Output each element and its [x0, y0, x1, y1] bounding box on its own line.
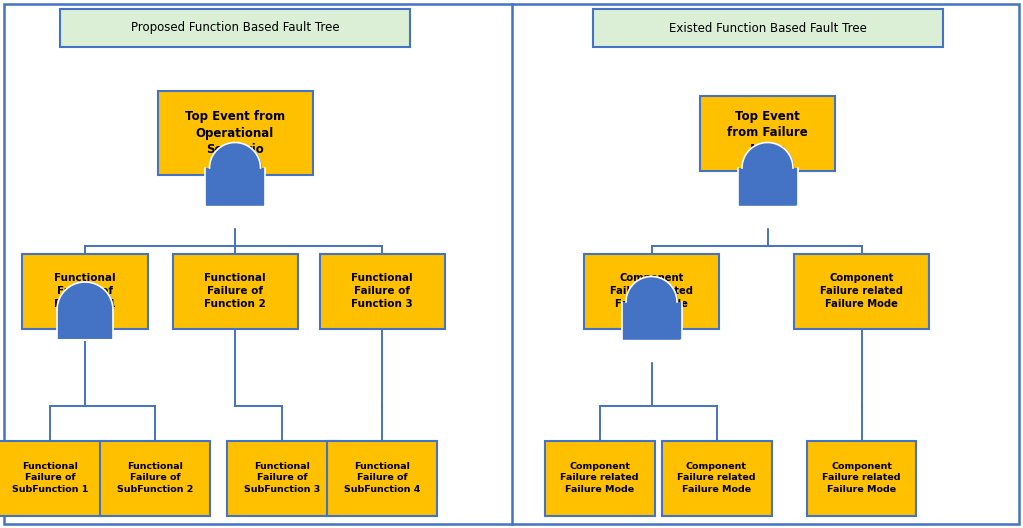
- FancyBboxPatch shape: [227, 440, 337, 515]
- Text: Functional
Failure of
SubFunction 3: Functional Failure of SubFunction 3: [243, 462, 320, 494]
- Text: Component
Failure related
Failure Mode: Component Failure related Failure Mode: [610, 273, 693, 309]
- Text: Existed Function Based Fault Tree: Existed Function Based Fault Tree: [669, 22, 866, 34]
- FancyBboxPatch shape: [23, 253, 147, 328]
- FancyBboxPatch shape: [4, 4, 1019, 524]
- FancyBboxPatch shape: [700, 96, 835, 171]
- Text: Proposed Function Based Fault Tree: Proposed Function Based Fault Tree: [131, 22, 340, 34]
- FancyBboxPatch shape: [158, 90, 312, 175]
- FancyBboxPatch shape: [60, 9, 410, 47]
- FancyBboxPatch shape: [544, 440, 655, 515]
- Text: Functional
Failure of
SubFunction 2: Functional Failure of SubFunction 2: [117, 462, 193, 494]
- FancyBboxPatch shape: [0, 440, 105, 515]
- FancyBboxPatch shape: [662, 440, 771, 515]
- FancyBboxPatch shape: [584, 253, 719, 328]
- FancyBboxPatch shape: [205, 168, 265, 206]
- Text: Functional
Failure of
Function 3: Functional Failure of Function 3: [351, 273, 413, 309]
- Text: Top Event
from Failure
Mode: Top Event from Failure Mode: [727, 110, 808, 156]
- Text: Top Event from
Operational
Scenario: Top Event from Operational Scenario: [185, 110, 285, 156]
- Text: Component
Failure related
Failure Mode: Component Failure related Failure Mode: [677, 462, 756, 494]
- Text: Component
Failure related
Failure Mode: Component Failure related Failure Mode: [561, 462, 638, 494]
- Text: Functional
Failure of
Function 2: Functional Failure of Function 2: [205, 273, 266, 309]
- Text: Component
Failure related
Failure Mode: Component Failure related Failure Mode: [822, 462, 900, 494]
- Text: Component
Failure related
Failure Mode: Component Failure related Failure Mode: [820, 273, 903, 309]
- FancyBboxPatch shape: [57, 310, 113, 340]
- FancyBboxPatch shape: [327, 440, 437, 515]
- FancyBboxPatch shape: [100, 440, 210, 515]
- Text: Functional
Failure of
SubFunction 1: Functional Failure of SubFunction 1: [12, 462, 88, 494]
- FancyBboxPatch shape: [738, 168, 798, 206]
- FancyBboxPatch shape: [806, 440, 917, 515]
- FancyBboxPatch shape: [173, 253, 298, 328]
- FancyBboxPatch shape: [794, 253, 929, 328]
- FancyBboxPatch shape: [592, 9, 942, 47]
- FancyBboxPatch shape: [319, 253, 445, 328]
- Text: Functional
Failure of
Function 1: Functional Failure of Function 1: [54, 273, 116, 309]
- Text: Functional
Failure of
SubFunction 4: Functional Failure of SubFunction 4: [344, 462, 420, 494]
- FancyBboxPatch shape: [622, 302, 681, 340]
